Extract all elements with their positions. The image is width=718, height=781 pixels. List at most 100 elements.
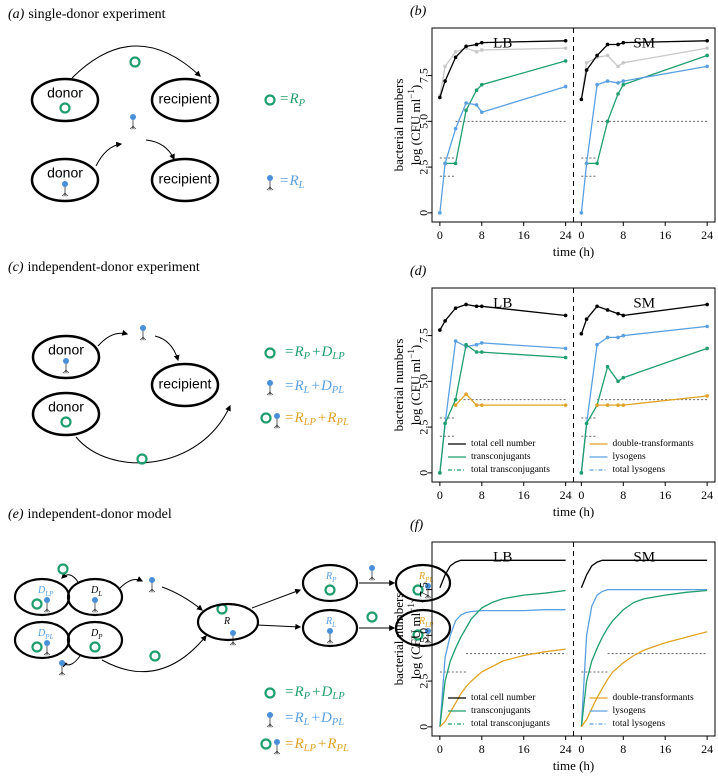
data-point: [474, 403, 479, 407]
data-point: [595, 82, 599, 87]
subscript: PL: [331, 717, 344, 728]
cell-label: donor: [47, 165, 83, 181]
operator: =: [285, 710, 293, 726]
data-point: [464, 342, 468, 347]
data-point: [621, 313, 626, 318]
operator: =: [285, 736, 293, 752]
subscript: PL: [331, 385, 344, 396]
symbol: R: [325, 571, 332, 582]
data-point: [621, 403, 626, 407]
operator: +: [312, 684, 320, 700]
y-tick-label: 0: [417, 210, 431, 216]
data-point: [479, 304, 484, 309]
subscript: L: [303, 717, 310, 728]
subscript: LP: [303, 743, 317, 754]
panel-title: LB: [493, 35, 512, 51]
symbol: R: [288, 91, 298, 107]
series-line: [439, 609, 566, 727]
x-tick-label: 24: [560, 742, 572, 756]
x-tick-label: 8: [620, 488, 626, 502]
y-tick-label: 7.5: [417, 68, 431, 83]
x-tick-label: 0: [578, 228, 584, 242]
y-axis-label: bacterial numbers: [391, 593, 406, 686]
data-point: [438, 328, 442, 332]
unit-sup: −1: [406, 89, 416, 99]
data-point: [474, 350, 479, 354]
panel-title-text: independent-donor experiment: [28, 260, 200, 275]
data-point: [595, 403, 599, 407]
data-point: [705, 346, 709, 351]
x-tick-label: 16: [518, 742, 530, 756]
symbol: D: [321, 344, 333, 360]
chart-label: (d): [410, 264, 427, 279]
data-point: [579, 211, 584, 215]
x-axis-label: time (h): [553, 504, 595, 519]
x-tick-label: 0: [578, 488, 584, 502]
series-line: [580, 589, 708, 727]
operator: +: [312, 344, 320, 360]
data-point: [438, 471, 442, 475]
data-point: [616, 64, 620, 69]
subscript: P: [303, 351, 311, 362]
panel-title-text: single-donor experiment: [28, 7, 165, 22]
symbol: D: [320, 378, 332, 394]
data-point: [453, 49, 458, 54]
data-point: [479, 350, 484, 354]
y-axis-unit: log (CFU ml−1): [406, 599, 423, 679]
data-point: [595, 304, 599, 309]
symbol: D: [37, 628, 46, 639]
symbol: D: [37, 585, 46, 596]
data-point: [595, 161, 599, 166]
data-point: [616, 81, 620, 85]
cell-label: recipient: [159, 376, 212, 392]
subscript: PL: [44, 633, 53, 641]
legend-label: lysogens: [613, 706, 647, 716]
data-point: [605, 403, 610, 407]
data-point: [616, 311, 620, 316]
data-point: [616, 92, 620, 96]
data-point: [453, 306, 458, 310]
symbol: R: [418, 571, 425, 582]
data-point: [705, 394, 709, 398]
symbol: D: [321, 684, 333, 700]
y-tick-label: 0: [417, 470, 431, 476]
symbol: R: [418, 616, 425, 627]
cell: [150, 157, 220, 203]
data-point: [453, 397, 458, 402]
plasmid-icon: [31, 641, 43, 653]
cell-label: recipient: [159, 171, 212, 187]
x-tick-label: 24: [701, 488, 713, 502]
operator: =: [285, 410, 293, 426]
data-point: [479, 82, 484, 87]
x-axis-label: time (h): [553, 758, 595, 773]
data-point: [605, 53, 610, 58]
x-tick-label: 24: [560, 228, 572, 242]
data-point: [705, 302, 709, 307]
cell-label: RP: [325, 571, 337, 583]
data-point: [579, 471, 584, 475]
data-point: [605, 42, 610, 47]
y-axis-label: bacterial numbers: [391, 79, 406, 172]
series-line: [580, 559, 708, 589]
formula: =RLP​+RPL​: [285, 410, 349, 428]
free-icons: [57, 56, 378, 755]
y-tick-label: 5.0: [417, 374, 431, 389]
data-point: [616, 335, 620, 340]
data-point: [479, 110, 484, 114]
x-tick-label: 8: [479, 488, 485, 502]
data-point: [705, 39, 709, 43]
x-tick-label: 16: [659, 742, 671, 756]
data-point: [563, 355, 568, 360]
cell: [30, 157, 100, 203]
data-point: [621, 375, 626, 380]
cell-label: recipient: [159, 91, 212, 107]
symbol: R: [223, 616, 230, 627]
x-tick-label: 24: [560, 488, 572, 502]
unit-sup: −1: [406, 603, 416, 613]
formula: =RP​+DLP​: [285, 344, 345, 362]
operator: =: [285, 344, 293, 360]
phage-icon: [43, 639, 51, 656]
series-line: [580, 47, 708, 100]
data-point: [605, 364, 610, 369]
